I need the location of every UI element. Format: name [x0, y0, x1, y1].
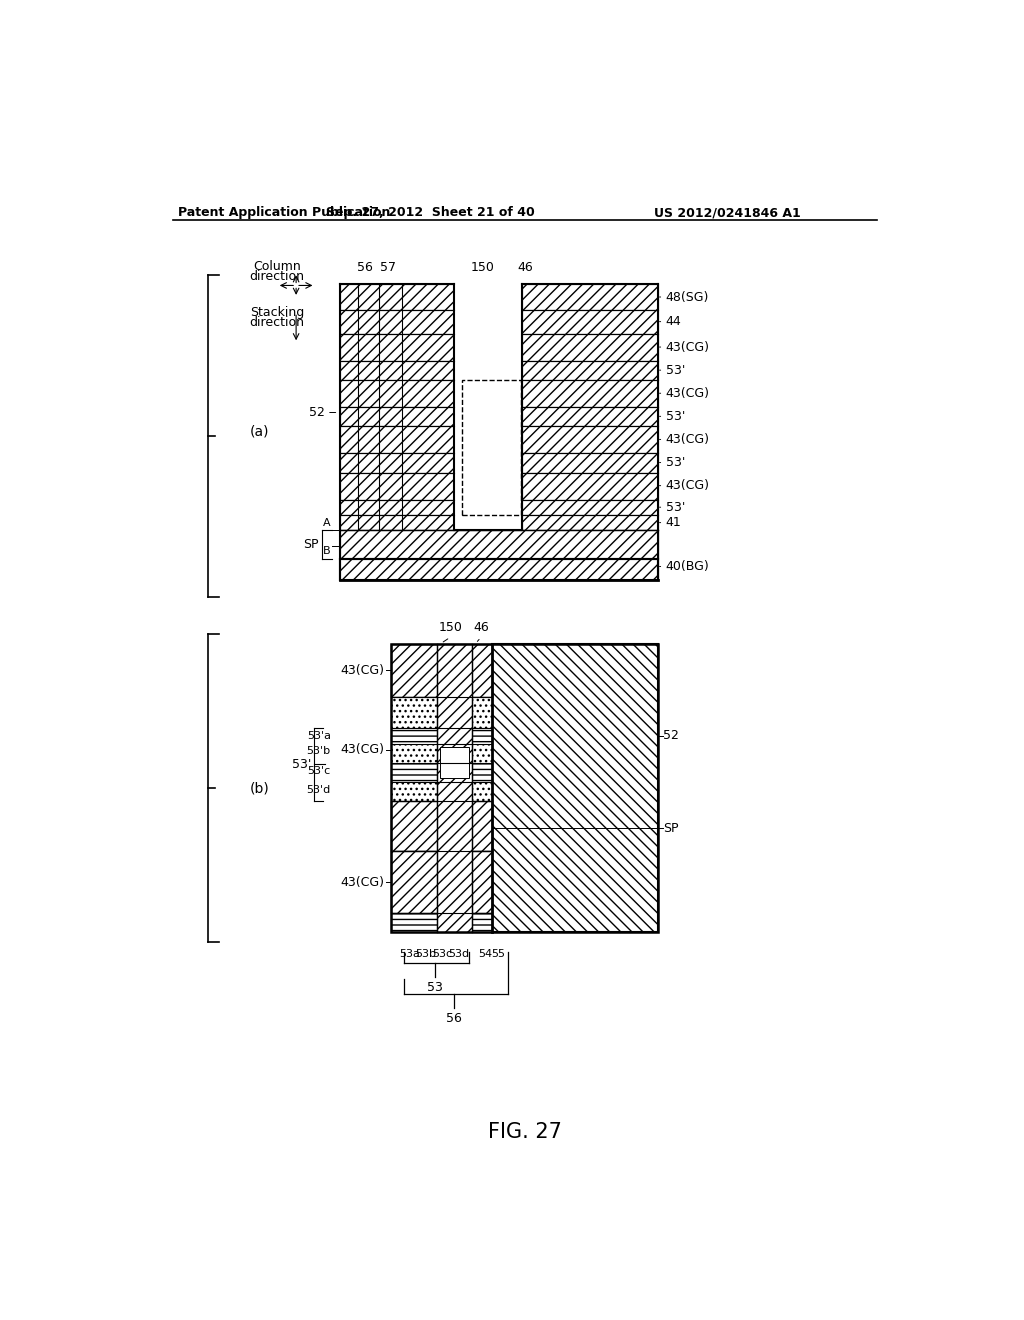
Text: 53': 53' — [666, 363, 685, 376]
Bar — [340, 380, 454, 407]
Text: US 2012/0241846 A1: US 2012/0241846 A1 — [654, 206, 801, 219]
Text: 150: 150 — [470, 261, 495, 275]
Text: 43(CG): 43(CG) — [341, 664, 385, 677]
Text: SP: SP — [303, 537, 318, 550]
Text: 53'c: 53'c — [307, 766, 331, 776]
Bar — [391, 913, 493, 932]
Text: 43(CG): 43(CG) — [666, 479, 710, 492]
Text: 57: 57 — [380, 261, 395, 275]
Text: 53'a: 53'a — [307, 731, 331, 741]
Text: 53': 53' — [666, 500, 685, 513]
Text: B: B — [324, 545, 331, 556]
Bar — [521, 515, 658, 531]
Bar — [391, 781, 493, 801]
Text: 46: 46 — [518, 261, 534, 275]
Bar — [391, 644, 658, 932]
Bar — [340, 531, 658, 558]
Bar — [340, 499, 454, 515]
Text: 43(CG): 43(CG) — [341, 743, 385, 756]
Text: 52: 52 — [664, 730, 679, 742]
Text: 53': 53' — [292, 758, 311, 771]
Text: 53': 53' — [666, 409, 685, 422]
Text: 43(CG): 43(CG) — [666, 387, 710, 400]
Bar — [521, 426, 658, 453]
Text: Sep. 27, 2012  Sheet 21 of 40: Sep. 27, 2012 Sheet 21 of 40 — [327, 206, 536, 219]
Bar — [493, 644, 658, 932]
Bar — [340, 453, 454, 473]
Bar — [521, 407, 658, 426]
Bar — [454, 284, 521, 531]
Text: 53d: 53d — [449, 949, 469, 960]
Bar — [340, 360, 454, 380]
Bar — [340, 515, 454, 531]
Text: 53a: 53a — [399, 949, 421, 960]
Bar — [521, 380, 658, 407]
Text: 41: 41 — [666, 516, 681, 529]
Text: 53'd: 53'd — [306, 785, 331, 795]
Text: 43(CG): 43(CG) — [666, 433, 710, 446]
Text: 56: 56 — [357, 261, 374, 275]
Bar — [340, 558, 658, 581]
Text: 44: 44 — [666, 315, 681, 329]
Bar — [340, 284, 454, 310]
Text: 52: 52 — [308, 407, 325, 418]
Text: 53b: 53b — [415, 949, 436, 960]
Text: direction: direction — [250, 315, 304, 329]
Text: A: A — [324, 517, 331, 528]
Text: 54: 54 — [478, 949, 492, 960]
Bar — [462, 380, 521, 515]
Text: (a): (a) — [250, 425, 269, 438]
Bar — [340, 310, 454, 334]
Text: SP: SP — [664, 822, 679, 834]
Text: 48(SG): 48(SG) — [666, 290, 709, 304]
Bar — [391, 851, 493, 913]
Bar — [340, 545, 454, 558]
Text: 53': 53' — [666, 455, 685, 469]
Bar — [340, 558, 454, 581]
Text: 150: 150 — [438, 622, 462, 635]
Text: 55: 55 — [492, 949, 506, 960]
Text: Patent Application Publication: Patent Application Publication — [178, 206, 391, 219]
Text: 53'b: 53'b — [306, 746, 331, 756]
Bar — [437, 644, 472, 932]
Text: 53: 53 — [427, 981, 442, 994]
Bar — [521, 334, 658, 360]
Bar — [391, 743, 493, 763]
Bar — [391, 697, 493, 729]
Bar — [440, 747, 469, 779]
Text: 43(CG): 43(CG) — [341, 875, 385, 888]
Bar — [340, 334, 454, 360]
Bar — [391, 729, 493, 743]
Bar — [521, 473, 658, 499]
Bar — [340, 426, 454, 453]
Bar — [521, 284, 658, 310]
Text: 43(CG): 43(CG) — [666, 341, 710, 354]
Bar — [340, 407, 454, 426]
Bar — [340, 531, 454, 545]
Bar — [521, 558, 658, 581]
Text: FIG. 27: FIG. 27 — [487, 1122, 562, 1142]
Text: 46: 46 — [473, 622, 488, 635]
Bar — [521, 453, 658, 473]
Bar — [521, 310, 658, 334]
Text: Stacking: Stacking — [250, 306, 304, 319]
Text: 53c: 53c — [432, 949, 453, 960]
Bar — [521, 499, 658, 515]
Text: direction: direction — [250, 269, 304, 282]
Text: (b): (b) — [250, 781, 269, 795]
Bar — [391, 763, 493, 781]
Text: 40(BG): 40(BG) — [666, 560, 710, 573]
Text: 56: 56 — [446, 1011, 462, 1024]
Bar — [391, 644, 493, 697]
Bar — [521, 360, 658, 380]
Bar — [340, 473, 454, 499]
Bar — [521, 545, 658, 558]
Bar — [391, 801, 493, 851]
Bar — [521, 531, 658, 545]
Text: Column: Column — [253, 260, 301, 273]
